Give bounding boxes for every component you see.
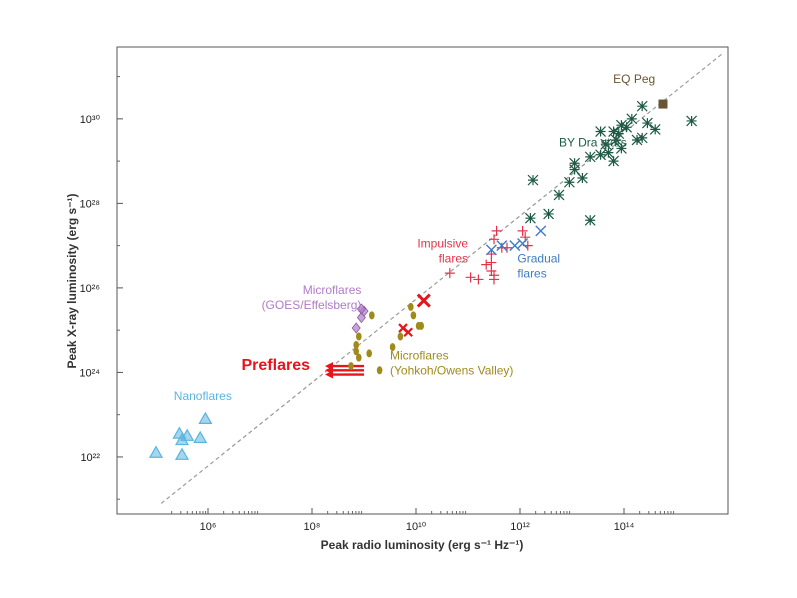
series-label: Microflares — [390, 349, 449, 363]
microflares-goes-effelsberg-point — [356, 303, 366, 315]
impulsive-flares-point — [489, 274, 499, 285]
by-dra-stars-point — [641, 117, 653, 129]
y-tick-label: 10²⁶ — [80, 283, 100, 295]
reference-line — [160, 52, 724, 504]
impulsive-flares-point — [486, 257, 497, 268]
x-tick-label: 10⁸ — [304, 521, 321, 533]
nanoflares-point — [193, 430, 208, 444]
by-dra-stars-point — [626, 113, 638, 125]
by-dra-stars-point — [615, 143, 627, 154]
gradual-flares-point — [485, 244, 497, 256]
y-tick-label: 10²⁸ — [79, 198, 100, 210]
by-dra-stars-point — [636, 132, 648, 144]
microflares-yohkoh-owens-valley-point — [356, 332, 362, 341]
impulsive-flares-point — [486, 265, 497, 276]
microflares-yohkoh-owens-valley-point — [410, 311, 417, 320]
impulsive-flares-point — [489, 234, 499, 245]
impulsive-flares-point — [481, 259, 492, 270]
impulsive-flares-point — [465, 272, 476, 283]
y-tick-label: 10²² — [80, 452, 100, 464]
impulsive-flares-point — [473, 274, 484, 285]
gradual-flares-point — [509, 240, 521, 252]
impulsive-flares-point — [444, 268, 455, 279]
by-dra-stars-point — [569, 157, 581, 169]
series-label: flares — [439, 252, 468, 266]
impulsive-flares-point — [491, 225, 502, 236]
series-label: BY Dra stars — [559, 135, 627, 149]
microflares-yohkoh-owens-valley-point — [369, 311, 375, 320]
series-label: Gradual — [517, 252, 560, 266]
series-label: (Yohkoh/Owens Valley) — [390, 364, 513, 378]
microflares-yohkoh-owens-valley-point — [397, 332, 404, 341]
microflares-goes-effelsberg-point — [351, 322, 361, 334]
by-dra-stars-point — [613, 128, 625, 140]
by-dra-stars-point — [584, 151, 596, 163]
axis-ticks: 10⁶ 10⁸ 10¹⁰ 10¹² 10¹⁴ 10²² 10²⁴ 10²⁶ 10²⁸ 10³⁰ — [79, 76, 675, 533]
by-dra-stars-point — [553, 189, 565, 201]
x-tick-label: 10¹⁰ — [406, 521, 427, 533]
nanoflares-point — [148, 445, 164, 458]
microflares-red-point — [416, 293, 431, 308]
by-dra-stars-point — [584, 214, 596, 226]
by-dra-stars-point — [636, 100, 648, 112]
by-dra-stars-point — [610, 134, 622, 146]
by-dra-stars-point — [631, 134, 643, 146]
series-label: flares — [517, 267, 546, 281]
by-dra-stars-point — [569, 164, 581, 175]
nanoflares-point — [174, 432, 190, 446]
by-dra-stars-point — [543, 208, 555, 220]
x-axis-label: Peak radio luminosity (erg s⁻¹ Hz⁻¹) — [321, 538, 524, 552]
by-dra-stars-point — [563, 176, 575, 188]
eq-peg-point — [658, 99, 668, 109]
by-dra-stars-point — [649, 123, 661, 135]
gradual-flares-point — [517, 238, 529, 250]
microflares-yohkoh-owens-valley-point — [356, 353, 362, 362]
y-tick-label: 10²⁴ — [79, 367, 100, 379]
by-dra-stars-point — [600, 138, 612, 150]
preflares-label: Preflares — [242, 357, 311, 374]
y-axis-label: Peak X-ray luminosity (erg s⁻¹) — [65, 193, 79, 368]
series-labels: NanoflaresMicroflares(GOES/Effelsberg)Mi… — [174, 72, 655, 403]
series-label: Nanoflares — [174, 389, 232, 403]
x-tick-label: 10⁶ — [200, 521, 217, 533]
x-tick-label: 10¹² — [510, 521, 530, 533]
impulsive-flares-point — [517, 225, 528, 236]
microflares-yohkoh-owens-valley-point — [389, 343, 396, 352]
y-tick-label: 10³⁰ — [80, 114, 101, 126]
by-dra-stars-point — [686, 115, 698, 127]
by-dra-stars-point — [595, 126, 607, 137]
by-dra-stars-point — [608, 126, 620, 137]
microflares-yohkoh-owens-valley-point — [353, 347, 360, 356]
by-dra-stars-point — [595, 149, 607, 161]
by-dra-stars-point — [608, 155, 620, 167]
by-dra-stars-point — [576, 172, 588, 184]
by-dra-stars-point — [524, 212, 536, 224]
by-dra-stars-point — [621, 121, 633, 133]
microflares-yohkoh-owens-valley-point — [376, 366, 383, 375]
microflares-yohkoh-owens-valley-point — [348, 362, 354, 371]
series-label: Impulsive — [417, 237, 468, 251]
by-dra-stars-point — [527, 174, 539, 186]
nanoflares-point — [174, 447, 190, 460]
microflares-red-point — [403, 327, 413, 338]
microflares-yohkoh-owens-valley-point — [366, 349, 373, 358]
series-label: EQ Peg — [613, 72, 655, 86]
preflares-arrows — [325, 362, 364, 379]
microflares-yohkoh-owens-valley-point — [418, 321, 425, 330]
gradual-flares-point — [496, 240, 508, 252]
microflares-yohkoh-owens-valley-point — [353, 340, 360, 349]
x-tick-label: 10¹⁴ — [614, 521, 635, 533]
by-dra-stars-point — [602, 147, 614, 159]
by-dra-stars-point — [615, 119, 627, 131]
gradual-flares-point — [535, 225, 547, 237]
series-label: Microflares — [303, 283, 362, 297]
nanoflares-point — [198, 411, 213, 425]
series-label: (GOES/Effelsberg) — [262, 298, 362, 312]
microflares-yohkoh-owens-valley-point — [408, 302, 414, 311]
preflare-arrow-head — [325, 370, 333, 379]
data-points — [148, 99, 698, 460]
plot-frame — [116, 46, 729, 515]
